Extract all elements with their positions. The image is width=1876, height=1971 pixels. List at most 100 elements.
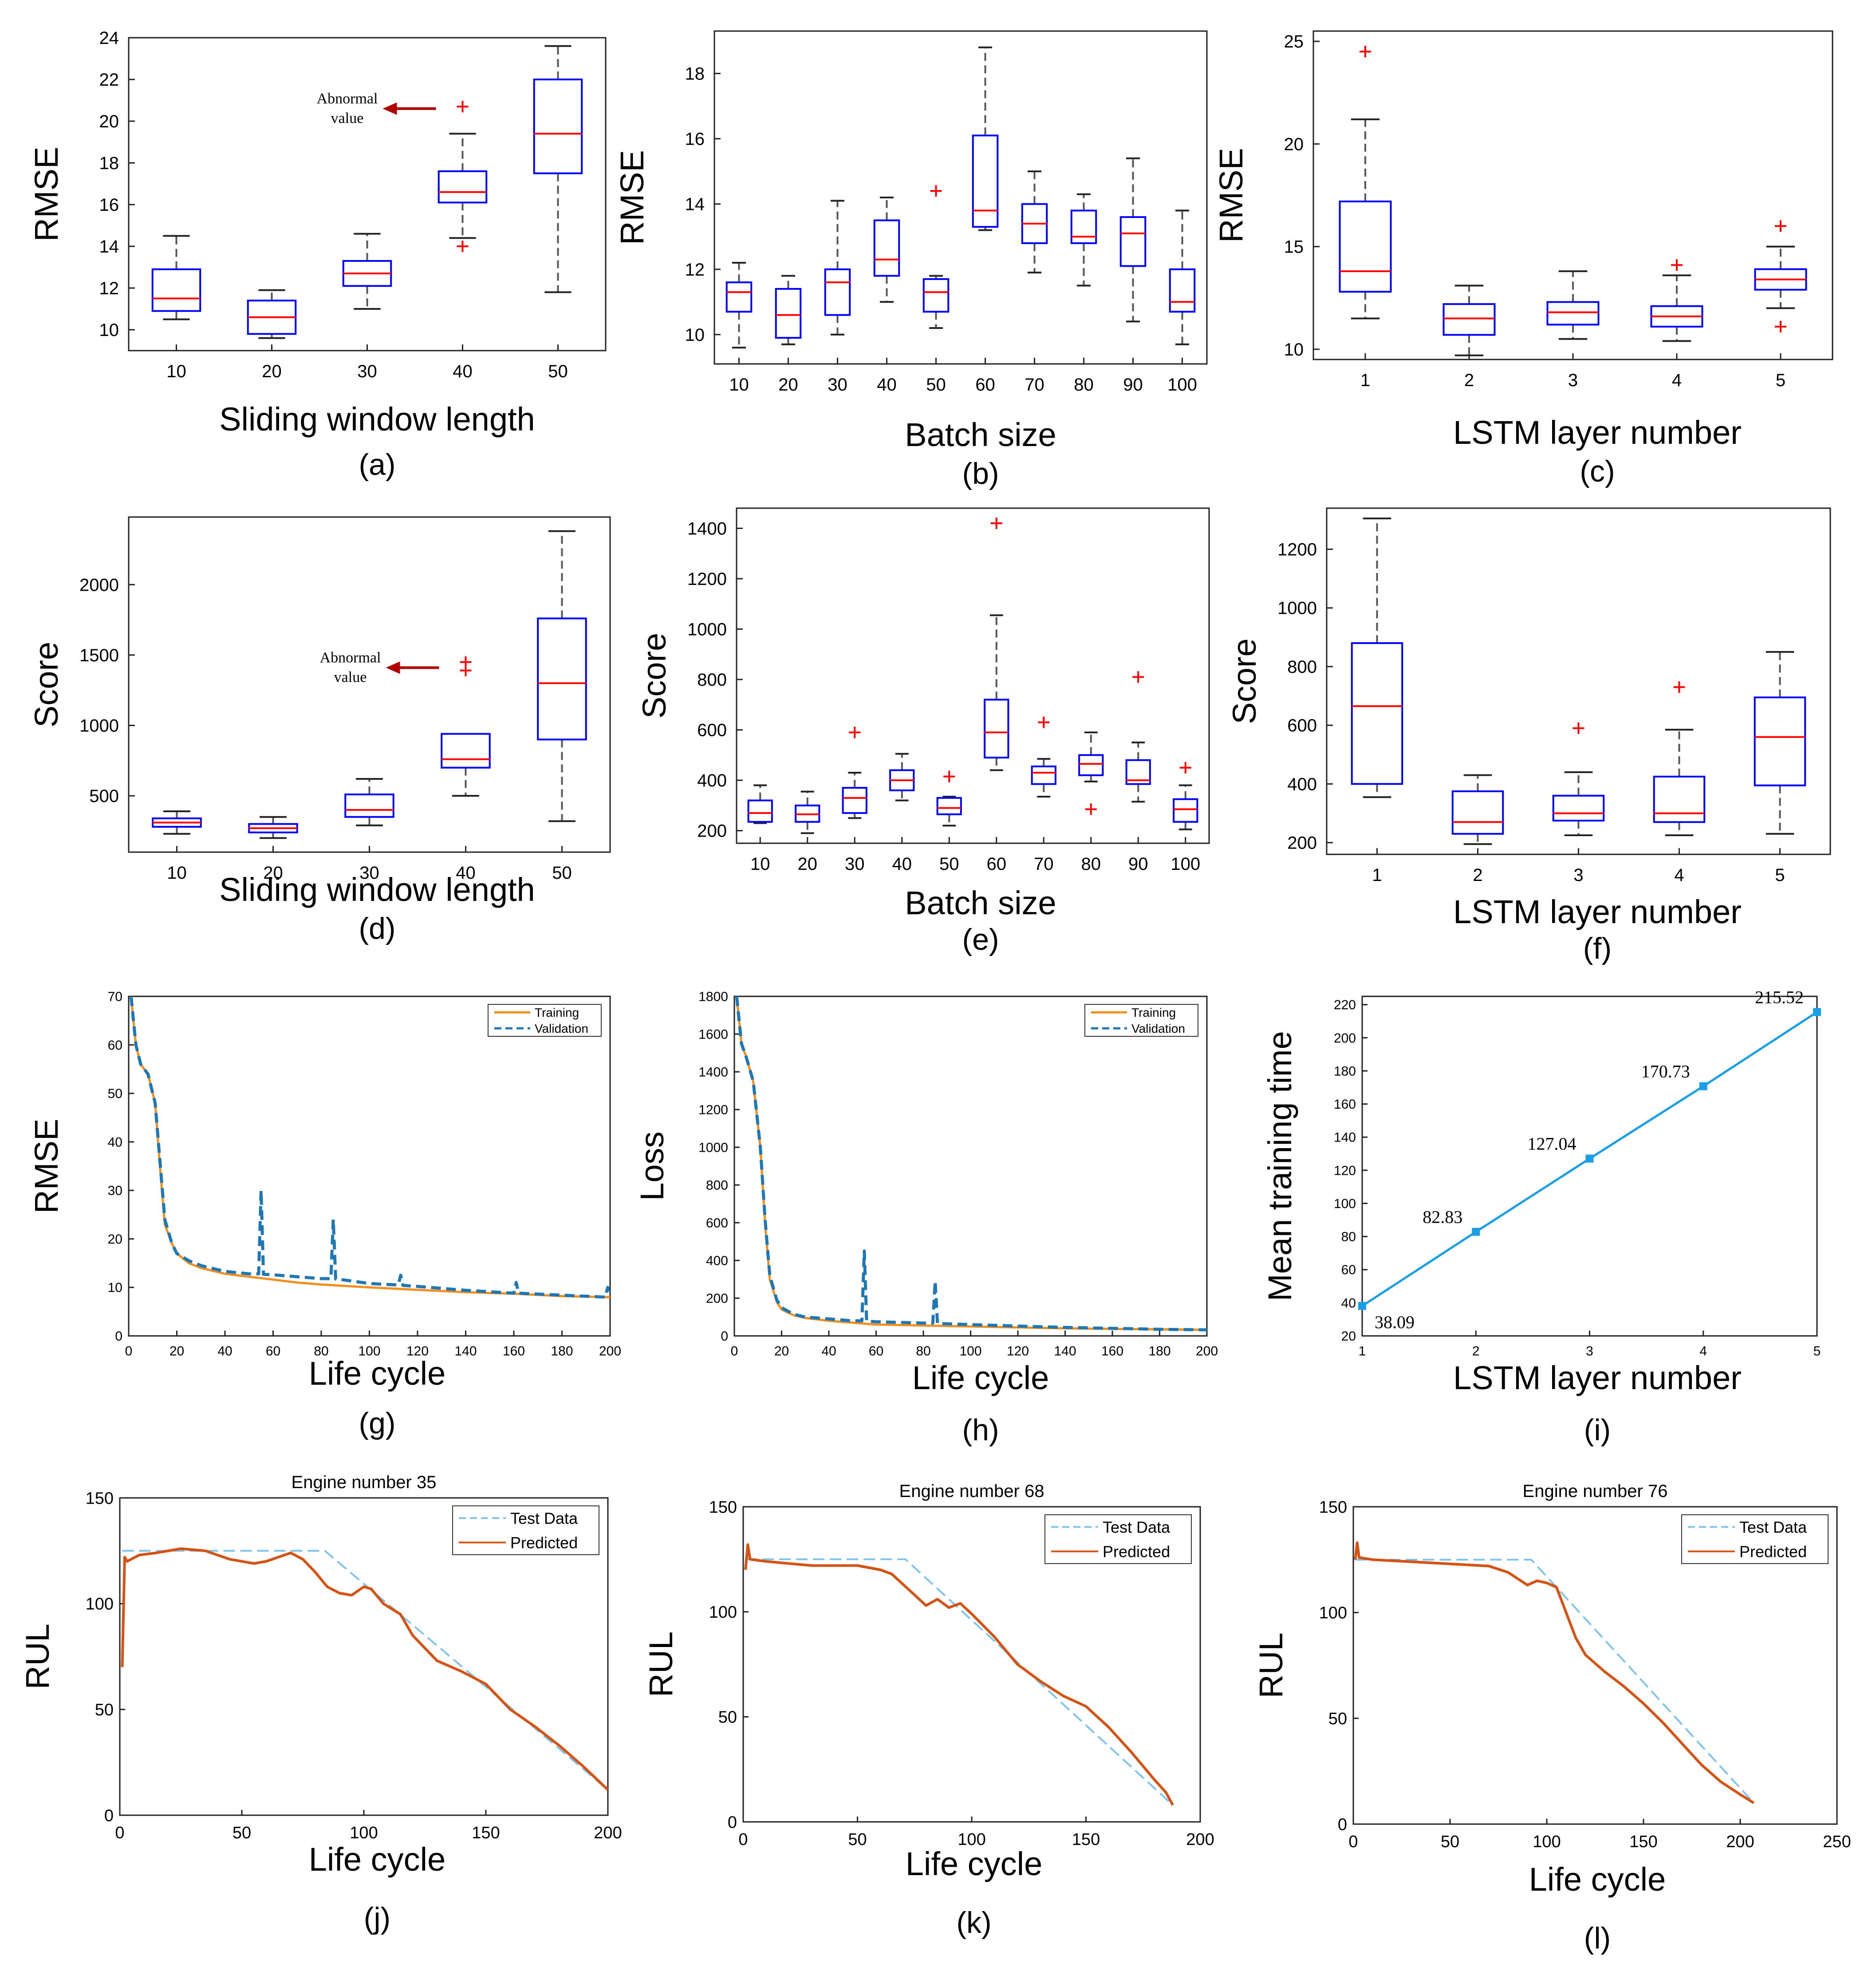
x-axis-label: Batch size [905,885,1056,921]
box-60 [972,46,999,231]
panel-label: (j) [364,1901,390,1935]
data-point [1358,1302,1366,1310]
x-axis-label: Life cycle [1529,1861,1666,1898]
x-tick-label: 250 [1823,1833,1851,1851]
box-iqr [1351,642,1403,785]
box-5 [1754,651,1806,835]
x-tick-label: 2 [1464,371,1474,390]
y-tick-label: 60 [1341,1263,1356,1277]
x-tick-label: 20 [774,1344,789,1359]
outlier-marker [1573,722,1584,734]
y-tick-label: 150 [1319,1498,1347,1517]
y-tick-label: 100 [709,1603,737,1622]
data-point [1813,1008,1821,1016]
box-50 [936,770,962,827]
y-tick-label: 12 [685,260,705,280]
box-iqr [936,797,962,815]
data-label: 170.73 [1641,1062,1690,1082]
x-tick-label: 50 [1441,1833,1459,1851]
x-axis-label: Sliding window length [219,401,535,438]
box-100 [1173,762,1198,830]
y-tick-label: 0 [1338,1815,1347,1834]
box-iqr [1169,268,1196,313]
box-10 [747,784,773,824]
box-30 [842,727,867,819]
x-tick-label: 60 [987,854,1007,874]
x-tick-label: 60 [975,375,995,395]
chart-i: 1 2 3 4 5 20 40 60 80 100 120 140 160 180 200 220 38.09 8… [1261,987,1821,1447]
panel-label: (b) [962,457,999,490]
data-label: 127.04 [1528,1134,1576,1154]
box-iqr [747,799,773,823]
x-tick-label: 40 [217,1344,232,1359]
x-tick-label: 200 [599,1344,621,1359]
y-tick-label: 180 [1334,1064,1356,1078]
chart-k: 0 50 100 150 200 0 50 100 150 Test Data Predicted L… [642,1481,1214,1939]
x-tick-label: 200 [1186,1830,1214,1849]
box-iqr [1451,790,1504,835]
y-tick-label: 1500 [79,646,119,665]
y-tick-label: 1800 [698,990,728,1004]
y-tick-label: 2000 [79,575,119,595]
y-tick-label: 1000 [698,1141,728,1155]
panel-label: (a) [359,448,395,482]
x-tick-label: 2 [1472,1344,1480,1359]
box-iqr [533,79,583,174]
y-tick-label: 12 [99,279,119,298]
x-tick-label: 30 [828,375,847,395]
chart-a: 10 12 14 16 18 20 22 24 10 20 30 40 50 Abnormal value S… [28,28,607,482]
box-3 [1546,270,1600,340]
y-tick-label: 160 [1334,1097,1356,1112]
box-2 [1442,284,1496,356]
outlier-marker [457,101,469,113]
data-label: 82.83 [1423,1207,1462,1227]
box-iqr [441,733,491,769]
data-label: 215.52 [1755,987,1804,1007]
x-axis-label: LSTM layer number [1453,414,1742,451]
x-tick-label: 80 [1074,375,1094,395]
box-iqr [1442,303,1496,336]
chart-f: 200 400 600 800 1000 1200 1 2 3 4 5 LSTM layer numb… [1226,507,1831,965]
box-40 [437,101,488,252]
outlier-marker [457,241,469,252]
y-tick-label: 200 [1334,1031,1356,1046]
annotation-text-line2: value [334,669,367,685]
chart-d: 500 1000 1500 2000 10 20 30 40 50 Abnormal value Sl… [28,516,611,945]
box-90 [1119,157,1147,323]
x-tick-label: 50 [548,362,568,381]
panel-label: (g) [359,1406,395,1440]
x-tick-label: 20 [169,1344,184,1359]
x-tick-label: 100 [958,1830,985,1849]
y-tick-label: 150 [709,1498,737,1517]
box-30 [344,778,394,826]
x-tick-label: 0 [738,1830,748,1849]
x-tick-label: 120 [406,1344,429,1359]
y-tick-label: 10 [108,1280,122,1295]
y-tick-label: 1400 [698,1065,728,1080]
y-axis-label: Score [636,633,673,719]
y-tick-label: 400 [1287,774,1317,794]
y-tick-label: 100 [1319,1604,1347,1623]
x-tick-label: 0 [125,1344,133,1359]
x-tick-label: 180 [551,1344,573,1359]
outlier-marker [460,656,472,668]
outlier-marker [943,770,955,782]
box-4 [1653,681,1706,837]
box-iqr [1125,759,1151,785]
box-2 [1451,774,1504,845]
x-tick-label: 50 [552,863,572,883]
box-iqr [1031,765,1056,785]
legend-label: Training [1131,1006,1176,1019]
x-tick-label: 1 [1359,1344,1366,1359]
y-tick-label: 400 [697,771,727,790]
x-tick-label: 10 [750,854,770,874]
y-tick-label: 50 [108,1086,122,1101]
box-iqr [1552,794,1605,822]
y-tick-label: 20 [1341,1329,1356,1344]
y-tick-label: 40 [108,1135,122,1149]
x-tick-label: 80 [916,1344,930,1359]
legend-label: Validation [535,1022,588,1035]
x-tick-label: 140 [454,1344,477,1359]
y-tick-label: 800 [706,1178,728,1193]
annotation-arrow-head [386,661,400,674]
